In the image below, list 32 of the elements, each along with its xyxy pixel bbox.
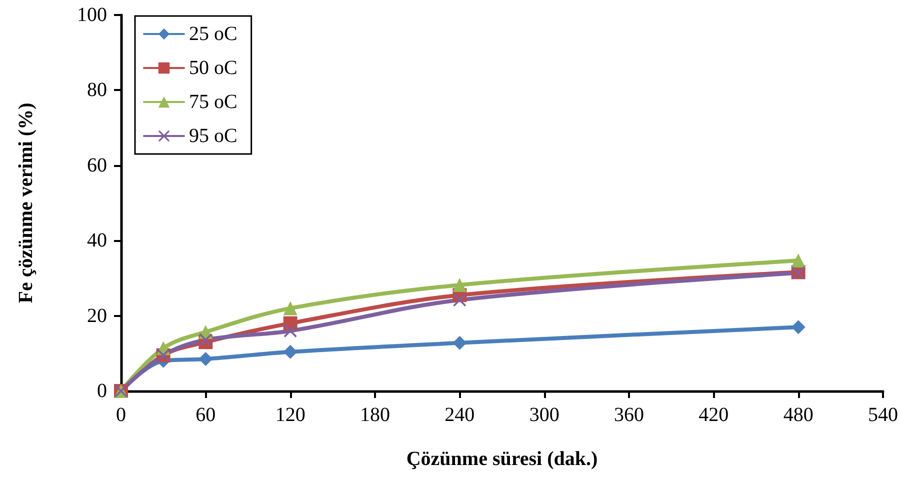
y-tick-label: 100 xyxy=(77,4,107,26)
x-tick-label: 540 xyxy=(868,404,898,426)
point xyxy=(452,278,467,292)
legend-label: 95 oC xyxy=(189,125,238,147)
x-tick-label: 60 xyxy=(196,404,216,426)
point xyxy=(199,333,212,346)
point xyxy=(283,301,298,316)
x-tick-label: 300 xyxy=(529,404,560,426)
x-tick-label: 240 xyxy=(444,404,475,426)
legend-label: 25 oC xyxy=(189,23,238,45)
point xyxy=(198,352,213,366)
x-tick-label: 360 xyxy=(614,404,644,426)
point xyxy=(452,336,467,350)
legend-label: 50 oC xyxy=(189,57,238,79)
y-tick-label: 60 xyxy=(87,154,107,176)
point xyxy=(791,320,806,334)
x-tick-label: 120 xyxy=(275,404,306,426)
y-tick-label: 20 xyxy=(87,304,107,327)
point xyxy=(283,344,298,359)
legend-label: 75 oC xyxy=(189,91,238,113)
point xyxy=(284,324,297,338)
x-axis-title: Çözünme süresi (dak.) xyxy=(406,448,598,470)
point xyxy=(453,294,466,307)
y-tick-label: 0 xyxy=(97,380,107,402)
y-tick-label: 80 xyxy=(87,79,107,102)
point xyxy=(791,254,806,268)
y-tick-label: 40 xyxy=(87,230,107,252)
x-tick-label: 0 xyxy=(116,404,126,426)
x-tick-label: 420 xyxy=(698,404,729,426)
y-axis-title: Fe çözünme verimi (%) xyxy=(15,102,37,304)
x-tick-label: 480 xyxy=(783,404,814,426)
x-tick-label: 180 xyxy=(360,404,390,426)
